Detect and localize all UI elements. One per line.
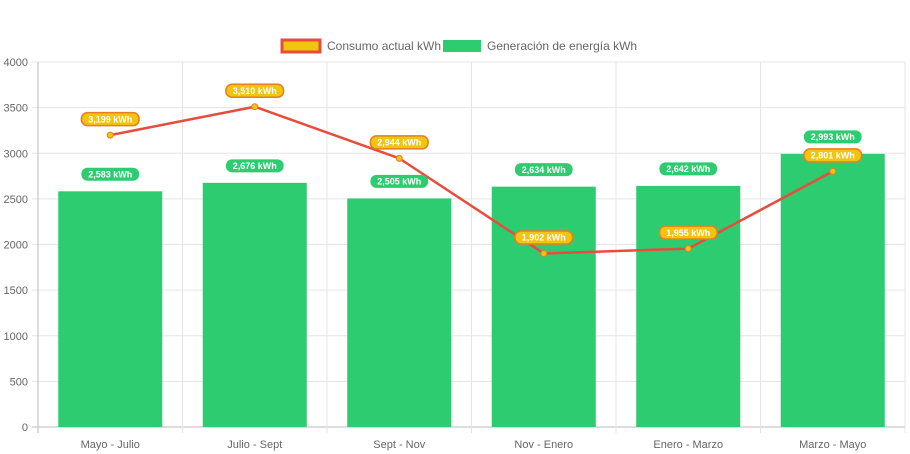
data-label-consumo-box [803, 148, 863, 163]
data-label-consumo-box [80, 111, 140, 127]
point-consumo [251, 103, 259, 111]
bar-generacion [58, 191, 163, 427]
bar-generacion [491, 186, 596, 427]
point-consumo [395, 154, 403, 162]
y-tick-label: 1500 [4, 285, 28, 297]
data-labels: 2,583 kWh 2,676 kWh 2,505 kWh 2,634 kWh 2,64… [80, 83, 863, 245]
data-label-generacion: 2,993 kWh [811, 132, 855, 142]
data-label-generacion: 2,676 kWh [233, 161, 277, 171]
bar-generacion [347, 198, 452, 427]
x-tick-label: Julio - Sept [227, 439, 282, 451]
data-label-generacion-box [659, 162, 718, 176]
data-label-consumo-box [225, 83, 285, 98]
point-consumo [829, 167, 837, 175]
legend: Consumo actual kWh Generación de energía… [280, 38, 637, 54]
point-consumo [684, 245, 692, 253]
y-tick-label: 2500 [4, 194, 28, 206]
data-label-generacion: 2,634 kWh [522, 165, 566, 175]
x-tick-label: Enero - Marzo [653, 439, 723, 451]
data-label-generacion-box [81, 167, 140, 181]
data-label-consumo-box [514, 230, 574, 245]
y-tick-label: 0 [22, 422, 28, 434]
x-tick-label: Nov - Enero [514, 439, 573, 451]
legend-label-generacion: Generación de energía kWh [487, 39, 637, 53]
data-label-consumo: 1,955 kWh [666, 228, 710, 238]
data-label-generacion-box [225, 159, 284, 173]
data-label-generacion-box [370, 174, 429, 188]
bar-generacion [636, 185, 741, 427]
y-tick-label: 500 [10, 376, 28, 388]
data-label-consumo-box [369, 135, 429, 150]
legend-swatch-consumo [280, 38, 322, 54]
data-label-consumo: 3,510 kWh [233, 86, 277, 96]
point-consumo [106, 131, 114, 139]
x-tick-label: Mayo - Julio [81, 439, 140, 451]
data-label-consumo: 1,902 kWh [522, 233, 566, 243]
bars [58, 153, 885, 428]
y-tick-label: 2000 [4, 240, 28, 252]
y-tick-label: 3500 [4, 103, 28, 115]
data-label-consumo: 3,199 kWh [88, 114, 132, 124]
data-label-consumo: 2,801 kWh [811, 151, 855, 161]
legend-swatch-generacion [443, 40, 481, 52]
data-label-generacion-box [803, 130, 862, 144]
x-tick-label: Sept - Nov [373, 439, 425, 451]
data-label-generacion: 2,583 kWh [88, 170, 132, 180]
point-consumo [540, 249, 548, 257]
bar-generacion [780, 153, 885, 428]
y-tick-label: 3000 [4, 148, 28, 160]
y-tick-label: 1000 [4, 331, 28, 343]
legend-label-consumo: Consumo actual kWh [327, 39, 441, 53]
grid: 0 500 1000 1500 2000 2500 3000 3500 4000 Mayo - J… [4, 57, 906, 451]
y-tick-label: 4000 [4, 57, 28, 69]
data-label-generacion: 2,505 kWh [377, 177, 421, 187]
data-label-consumo: 2,944 kWh [377, 138, 421, 148]
bar-generacion [202, 182, 307, 427]
x-tick-label: Marzo - Mayo [799, 439, 866, 451]
data-label-consumo-box [658, 225, 718, 240]
data-label-generacion-box [514, 163, 573, 177]
data-label-generacion: 2,642 kWh [666, 164, 710, 174]
